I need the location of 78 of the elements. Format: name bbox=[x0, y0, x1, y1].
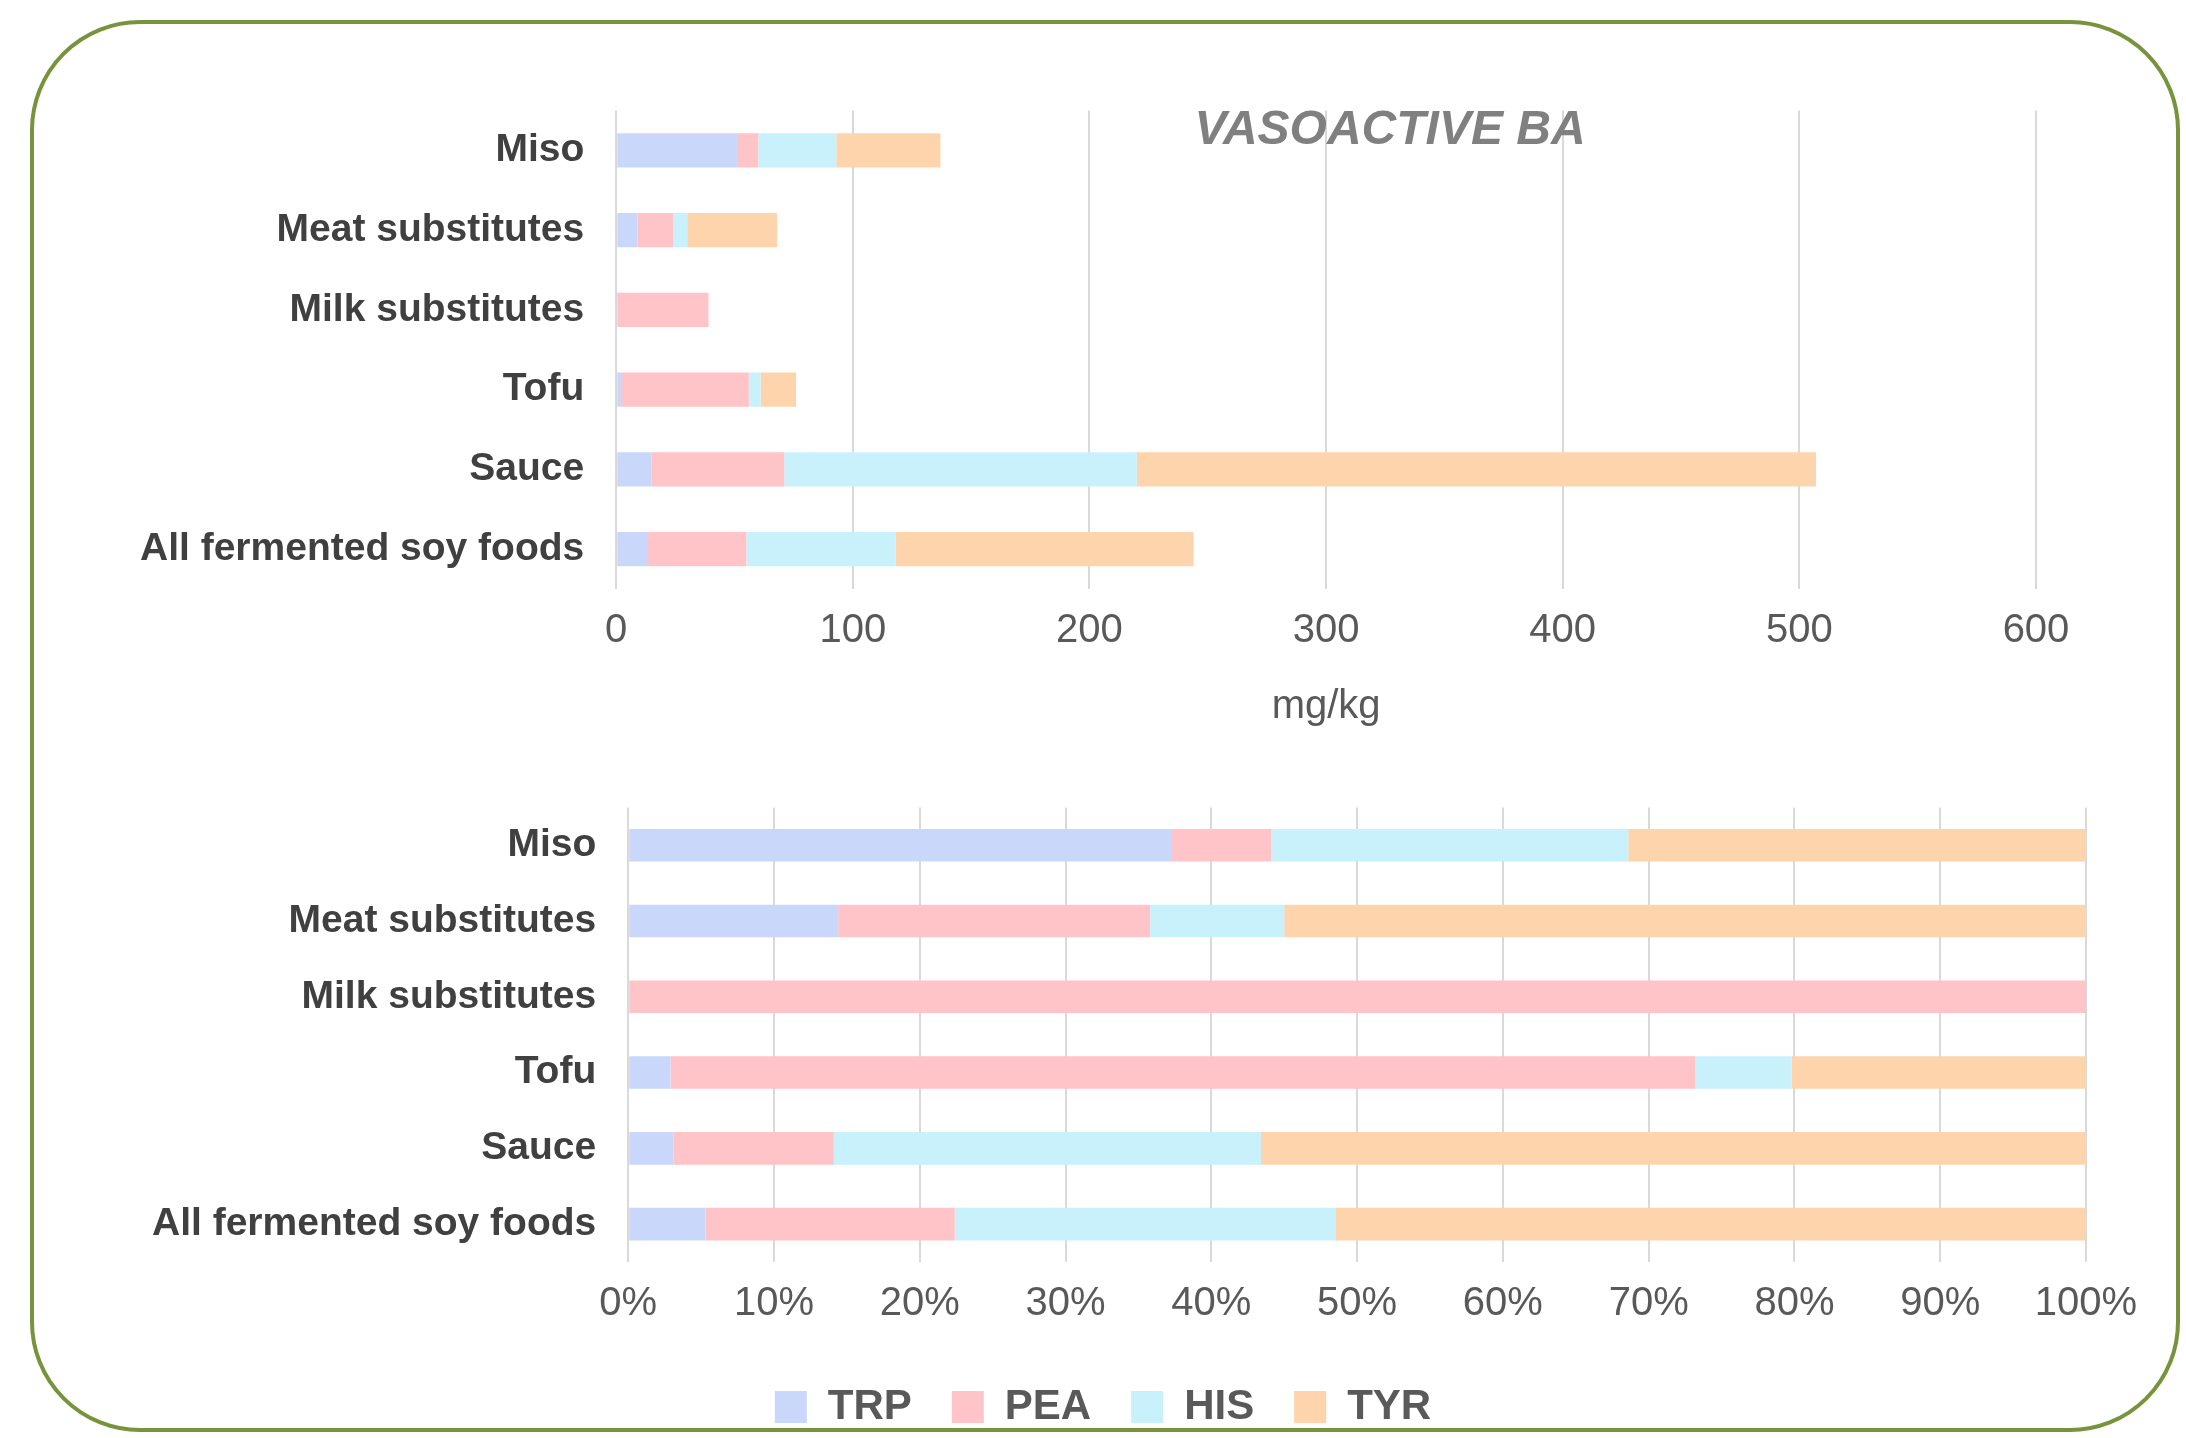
bar bbox=[687, 212, 778, 248]
x-tick-label: 200 bbox=[1056, 606, 1123, 651]
x-tick-label: 100% bbox=[2034, 1279, 2138, 1324]
x-tick-label: 600 bbox=[2002, 606, 2070, 651]
x-tick-label: 10% bbox=[733, 1279, 815, 1324]
y-tick-label: Miso bbox=[507, 821, 597, 865]
y-tick-label: Tofu bbox=[514, 1048, 597, 1092]
x-tick-label: 100 bbox=[819, 606, 887, 651]
bar bbox=[758, 133, 837, 168]
bar bbox=[617, 292, 709, 327]
bar bbox=[617, 531, 647, 567]
y-tick-label: Milk substitutes bbox=[289, 285, 585, 329]
legend-label: TRP bbox=[827, 1380, 912, 1428]
bar bbox=[651, 452, 785, 487]
bar bbox=[629, 980, 2086, 1014]
bar bbox=[895, 531, 1194, 567]
x-tick-label: 80% bbox=[1754, 1279, 1835, 1324]
bar bbox=[617, 133, 737, 168]
bar bbox=[1695, 1056, 1792, 1089]
bar bbox=[617, 212, 638, 248]
bar bbox=[629, 1056, 671, 1089]
x-tick-label: 40% bbox=[1171, 1279, 1252, 1324]
y-tick-label: Sauce bbox=[481, 1124, 597, 1168]
legend-label: TYR bbox=[1347, 1380, 1432, 1428]
bar bbox=[1284, 904, 2086, 938]
bar bbox=[617, 452, 652, 487]
bar bbox=[1260, 1132, 2086, 1165]
x-tick-label: 30% bbox=[1025, 1279, 1106, 1324]
bar bbox=[673, 212, 688, 248]
y-tick-label: Miso bbox=[495, 126, 585, 170]
y-tick-label: Tofu bbox=[502, 365, 585, 409]
bar bbox=[629, 1207, 706, 1241]
bar bbox=[746, 531, 896, 567]
x-tick-label: 90% bbox=[1900, 1279, 1981, 1324]
x-axis-title: mg/kg bbox=[1271, 682, 1381, 727]
x-tick-label: 400 bbox=[1529, 606, 1597, 651]
x-tick-label: 20% bbox=[879, 1279, 960, 1324]
x-tick-label: 0% bbox=[599, 1279, 658, 1324]
y-tick-label: Sauce bbox=[469, 445, 585, 489]
bar bbox=[673, 1132, 834, 1165]
chart-title: VASOACTIVE BA bbox=[1194, 100, 1586, 154]
bar bbox=[833, 1132, 1261, 1165]
x-tick-label: 0 bbox=[605, 606, 628, 651]
x-tick-label: 60% bbox=[1462, 1279, 1543, 1324]
bar bbox=[629, 904, 839, 938]
bar bbox=[647, 531, 747, 567]
legend-label: PEA bbox=[1004, 1380, 1092, 1428]
y-tick-label: Milk substitutes bbox=[301, 972, 597, 1016]
x-tick-label: 500 bbox=[1766, 606, 1833, 651]
y-tick-label: Meat substitutes bbox=[288, 896, 597, 940]
bar bbox=[1791, 1056, 2086, 1089]
bar bbox=[1150, 904, 1285, 938]
bar bbox=[1335, 1207, 2086, 1241]
bar bbox=[760, 372, 797, 407]
bar bbox=[1628, 828, 2086, 862]
bar bbox=[954, 1207, 1336, 1241]
bar bbox=[637, 212, 674, 248]
bar bbox=[620, 372, 749, 407]
bar bbox=[748, 372, 761, 407]
y-tick-label: Meat substitutes bbox=[276, 205, 585, 249]
y-tick-label: All fermented soy foods bbox=[152, 1199, 597, 1243]
x-tick-label: 300 bbox=[1292, 606, 1360, 651]
bar bbox=[617, 372, 621, 407]
bar bbox=[670, 1056, 1696, 1089]
bar bbox=[736, 133, 759, 168]
bar bbox=[705, 1207, 955, 1241]
bar bbox=[836, 133, 941, 168]
bar bbox=[838, 904, 1151, 938]
x-tick-label: 50% bbox=[1317, 1279, 1398, 1324]
bar bbox=[629, 1132, 674, 1165]
bar bbox=[1271, 828, 1629, 862]
bar bbox=[629, 828, 1172, 862]
y-tick-label: All fermented soy foods bbox=[140, 524, 585, 568]
legend-label: HIS bbox=[1184, 1380, 1255, 1428]
x-tick-label: 70% bbox=[1608, 1279, 1689, 1324]
bar bbox=[1136, 452, 1816, 487]
bar bbox=[1171, 828, 1272, 862]
bar bbox=[784, 452, 1137, 487]
